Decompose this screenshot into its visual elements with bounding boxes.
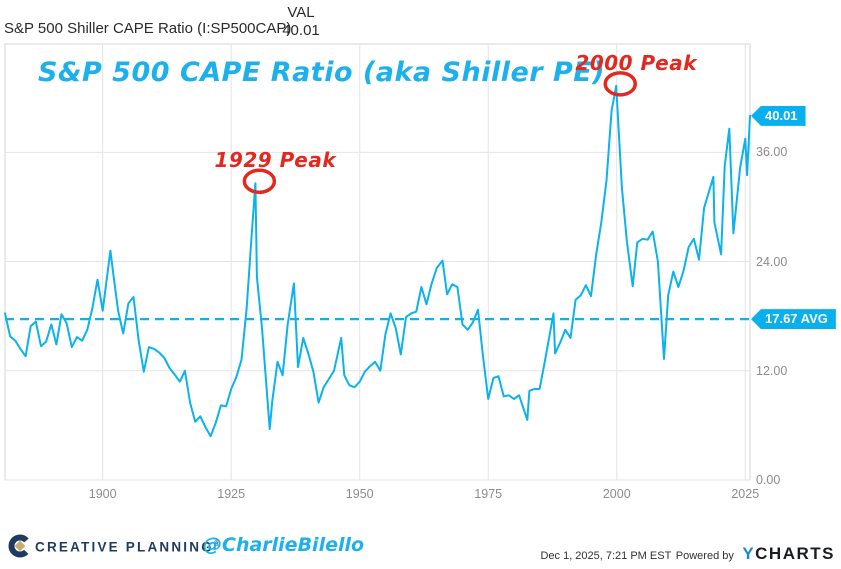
value-column: VAL 40.01 [266,4,336,39]
timestamp: Dec 1, 2025, 7:21 PM EST [540,550,672,562]
latest-value-badge: 40.01 [751,105,806,126]
annotation-2000-peak: 2000 Peak [575,50,698,75]
average-value-badge: 17.67 AVG [751,309,836,330]
ycharts-logo: YCHARTS [742,544,835,563]
attribution: Dec 1, 2025, 7:21 PM EST Powered by YCHA… [540,544,835,564]
registered-mark: ® [213,539,220,548]
x-tick-1950: 1950 [345,487,374,501]
cape-ratio-line [4,84,751,438]
footer: CREATIVE PLANNING® @CharlieBilello Dec 1… [0,528,841,569]
x-tick-1975: 1975 [474,487,503,501]
chart-title-annotation: S&P 500 CAPE Ratio (aka Shiller PE) [38,57,606,88]
ycharts-y-mark: Y [742,544,756,563]
x-tick-1900: 1900 [88,487,117,501]
peak-circle-icon [242,168,277,195]
x-tick-2025: 2025 [731,487,760,501]
y-tick-24: 24.00 [756,254,788,269]
brand-name: CREATIVE PLANNING® [35,539,220,555]
x-tick-2000: 2000 [602,487,631,501]
value-column-header: VAL [287,4,315,21]
y-tick-12: 12.00 [756,363,788,378]
powered-by-label: Powered by [675,550,734,562]
y-tick-0: 0.00 [756,473,781,487]
author-handle: @CharlieBilello [203,534,365,556]
creative-planning-logo-icon [8,534,32,558]
series-label: S&P 500 Shiller CAPE Ratio (I:SP500CAP) [4,20,292,37]
peak-circle-icon [603,71,637,97]
x-tick-1925: 1925 [217,487,246,501]
current-value: 40.01 [282,22,320,39]
annotation-1929-peak: 1929 Peak [214,148,337,173]
y-tick-36: 36.00 [756,145,788,160]
